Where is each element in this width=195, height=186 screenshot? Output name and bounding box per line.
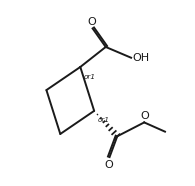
- Text: or1: or1: [83, 74, 95, 80]
- Text: OH: OH: [133, 53, 150, 63]
- Text: O: O: [141, 111, 149, 121]
- Text: O: O: [104, 160, 113, 170]
- Text: or1: or1: [97, 117, 109, 123]
- Text: O: O: [88, 17, 96, 27]
